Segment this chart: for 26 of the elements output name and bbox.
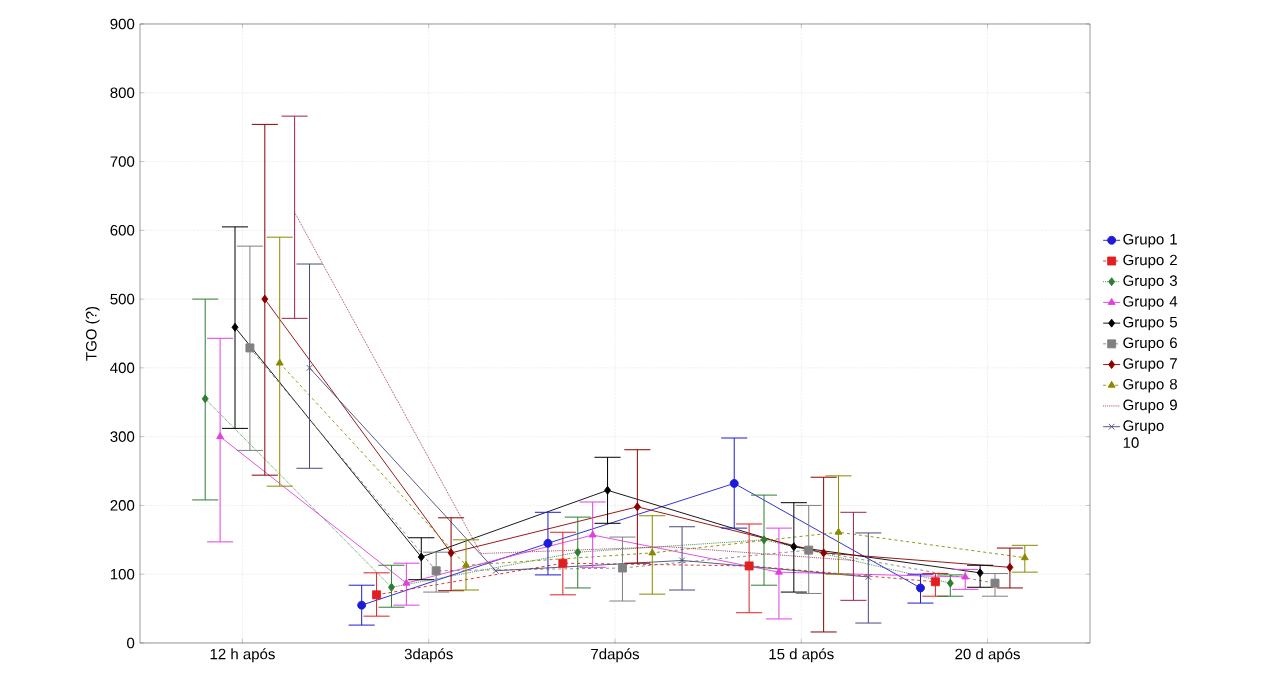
y-tick-label: 900 — [110, 18, 135, 30]
legend-label: Grupo 7 — [1123, 358, 1177, 372]
y-tick-label: 700 — [110, 156, 135, 167]
y-tick-label: 300 — [110, 431, 135, 442]
y-tick-label: 800 — [110, 87, 135, 99]
legend-label: Grupo 4 — [1123, 296, 1178, 310]
x-tick-label: 12 h após — [210, 648, 275, 663]
legend-label: Grupo 5 — [1123, 316, 1177, 331]
y-tick-label: 500 — [110, 293, 135, 305]
legend-label: Grupo 2 — [1123, 254, 1177, 269]
y-tick-label: 200 — [110, 500, 135, 511]
y-tick-label: 600 — [110, 225, 135, 236]
x-tick-label: 20 d após — [955, 648, 1020, 663]
legend-label: Grupo 1 — [1123, 233, 1177, 248]
legend-label: Grupo 6 — [1123, 337, 1177, 352]
legend-label: Grupo 9 — [1123, 399, 1177, 414]
y-tick-label: 100 — [110, 568, 135, 580]
legend-label: Grupo 3 — [1123, 275, 1177, 289]
y-tick-label: 0 — [127, 637, 135, 649]
legend-label: Grupo 8 — [1123, 378, 1177, 393]
x-tick-label: 3dapós — [404, 648, 453, 663]
x-tick-label: 15 d após — [769, 648, 834, 663]
y-axis-title: TGO (?) — [85, 306, 100, 361]
x-tick-label: 7dapós — [591, 648, 640, 663]
y-tick-label: 400 — [110, 362, 135, 374]
legend-label: Grupo 10 — [1123, 420, 1164, 448]
